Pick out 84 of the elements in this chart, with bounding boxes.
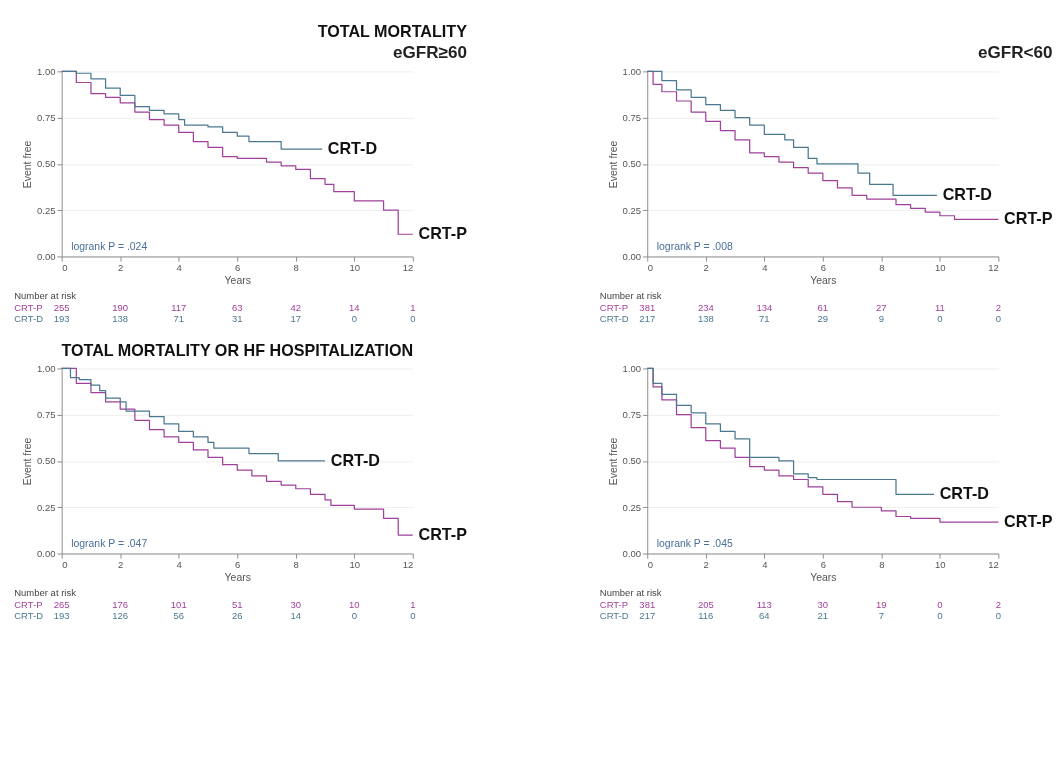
text: CRT-D 193 138 71 31 17 0 0 [14,312,416,324]
series-label: CRT-P [418,524,468,543]
x-tick-label: 12 [402,262,414,274]
y-axis-title: Event free [22,140,34,189]
y-tick-label: 1.00 [37,362,56,374]
text: CRT-D 193 126 56 26 14 0 0 [14,610,416,622]
x-tick-label: 10 [935,262,946,274]
annotation: logrank P = .024 [71,240,148,252]
chart-subtitle: eGFR≥60 [393,43,467,63]
chart-subtitle: eGFR<60 [977,43,1053,63]
x-axis-title: Years [810,571,837,583]
x-tick-label: 2 [118,559,124,571]
chart-title: TOTAL MORTALITY OR HF HOSPITALIZATION [61,341,414,360]
text: CRT-P 265 176 101 51 30 10 1 [14,598,416,610]
series-label: CRT-D [327,138,378,157]
y-tick-label: 1.00 [37,65,56,77]
y-tick-label: 0.50 [37,455,56,467]
text: CRT-P 381 234 134 61 27 11 2 [599,301,1002,313]
series-label: CRT-D [942,185,992,204]
x-tick-label: 4 [176,559,182,571]
y-tick-label: 0.50 [622,455,642,467]
x-tick-label: 4 [762,262,768,274]
y-tick-label: 0.00 [37,547,56,559]
y-tick-label: 0.75 [37,409,56,421]
y-tick-label: 0.25 [37,501,56,513]
x-tick-label: 12 [988,559,999,571]
annotation: logrank P = .008 [656,240,733,252]
x-tick-label: 2 [703,262,709,274]
x-tick-label: 0 [62,262,68,274]
series-label: CRT-P [418,224,468,242]
y-axis-title: Event free [22,437,34,486]
series-label: CRT-D [939,484,989,503]
x-tick-label: 0 [647,559,654,571]
y-tick-label: 0.25 [622,204,642,216]
y-tick-label: 0.00 [622,547,642,559]
x-tick-label: 6 [235,559,241,571]
text: Number at risk [599,290,662,302]
y-tick-label: 0.75 [622,409,642,421]
x-tick-label: 8 [879,262,885,274]
x-tick-label: 4 [176,262,182,274]
text: Number at risk [14,587,77,599]
series-label: CRT-P [1004,511,1053,530]
y-tick-label: 0.25 [37,204,56,216]
x-axis-title: Years [224,571,251,583]
x-tick-label: 6 [820,559,826,571]
annotation: logrank P = .045 [656,537,733,549]
x-axis-title: Years [810,274,837,286]
y-tick-label: 0.75 [37,111,56,123]
text: CRT-D 217 138 71 29 9 0 0 [599,312,1002,324]
x-tick-label: 2 [118,262,124,274]
x-tick-label: 10 [349,559,361,571]
x-tick-label: 12 [988,262,999,274]
series-label: CRT-D [330,450,381,469]
y-axis-title: Event free [607,437,619,486]
x-tick-label: 8 [293,262,299,274]
x-tick-label: 0 [647,262,654,274]
x-tick-label: 6 [820,262,826,274]
x-tick-label: 4 [762,559,768,571]
y-tick-label: 1.00 [622,65,642,77]
y-axis-title: Event free [607,140,619,189]
y-tick-label: 0.75 [622,111,642,123]
annotation: logrank P = .047 [71,537,148,549]
x-tick-label: 12 [402,559,414,571]
x-tick-label: 8 [293,559,299,571]
chart-title: TOTAL MORTALITY [317,22,468,41]
y-tick-label: 0.50 [37,158,56,170]
x-axis-title: Years [224,274,251,286]
x-tick-label: 10 [349,262,361,274]
text: Number at risk [14,290,77,302]
text: CRT-P 381 205 113 30 19 0 2 [599,598,1002,610]
text: CRT-P 255 190 117 63 42 14 1 [14,301,416,313]
text: CRT-D 217 116 64 21 7 0 0 [599,610,1002,622]
y-tick-label: 0.00 [622,250,642,262]
y-tick-label: 1.00 [622,362,642,374]
x-tick-label: 2 [703,559,709,571]
y-tick-label: 0.50 [622,158,642,170]
text: Number at risk [599,587,662,599]
series-label: CRT-P [1004,209,1053,228]
y-tick-label: 0.00 [37,250,56,262]
x-tick-label: 8 [879,559,885,571]
x-tick-label: 10 [935,559,946,571]
x-tick-label: 6 [235,262,241,274]
x-tick-label: 0 [62,559,68,571]
y-tick-label: 0.25 [622,501,642,513]
